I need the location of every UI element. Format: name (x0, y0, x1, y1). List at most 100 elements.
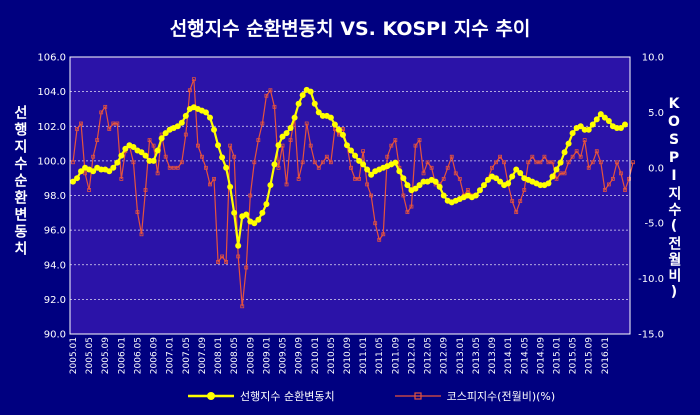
series-point-leading-index (617, 124, 624, 131)
x-tick-label: 2014.05 (520, 337, 530, 374)
x-tick-label: 2005.05 (85, 337, 95, 374)
series-point-leading-index (585, 126, 592, 133)
x-tick-label: 2014.09 (536, 337, 546, 374)
y-tick-label-left: 98.0 (44, 191, 66, 202)
series-point-leading-index (106, 168, 113, 175)
series-point-kospi (606, 182, 611, 187)
series-point-leading-index (335, 126, 342, 133)
series-point-kospi (405, 210, 410, 215)
x-tick-label: 2011.05 (375, 337, 385, 374)
series-point-leading-index (497, 178, 504, 185)
series-point-leading-index (130, 144, 137, 151)
series-point-leading-index (622, 121, 628, 128)
series-point-kospi (550, 160, 555, 165)
series-point-kospi (534, 160, 539, 165)
series-point-kospi (361, 149, 366, 154)
series-point-kospi (598, 160, 603, 165)
series-point-kospi (377, 237, 382, 242)
series-point-leading-index (138, 149, 145, 156)
series-point-leading-index (597, 111, 604, 118)
series-point-kospi (586, 165, 591, 170)
series-point-kospi (602, 188, 607, 192)
series-point-kospi (373, 221, 378, 226)
series-point-kospi (421, 171, 426, 176)
series-point-kospi (449, 154, 454, 159)
series-point-kospi (498, 154, 502, 159)
series-point-kospi (228, 143, 233, 148)
series-point-leading-index (202, 109, 209, 116)
series-point-kospi (615, 160, 619, 165)
series-point-kospi (75, 127, 79, 131)
y-tick-label-left: 102.0 (37, 122, 66, 133)
y-tick-label-left: 106.0 (37, 53, 66, 64)
y-tick-label-right: 0.0 (648, 163, 664, 174)
series-point-kospi (276, 165, 281, 170)
series-point-kospi (320, 160, 325, 165)
legend: 선행지수 순환변동치 코스피지수(전월비)(%) (188, 386, 615, 406)
series-point-leading-index (178, 119, 185, 126)
series-point-kospi (171, 165, 176, 170)
legend-label-leading-index: 선행지수 순환변동치 (240, 390, 335, 403)
series-point-kospi (631, 160, 635, 165)
series-point-leading-index (513, 166, 520, 173)
series-point-kospi (71, 160, 75, 165)
series-point-kospi (494, 160, 498, 165)
x-tick-label: 2015.09 (585, 337, 595, 374)
series-point-kospi (103, 104, 108, 109)
series-point-leading-index (295, 100, 302, 107)
y-tick-label-left: 104.0 (37, 87, 66, 98)
series-point-kospi (578, 154, 583, 159)
series-point-kospi (256, 138, 261, 143)
series-point-kospi (147, 138, 152, 143)
x-tick-label: 2006.01 (117, 337, 127, 374)
series-point-kospi (312, 160, 317, 165)
series-point-leading-index (158, 135, 165, 142)
series-point-kospi (538, 160, 543, 165)
series-point-kospi (316, 165, 321, 170)
x-tick-label: 2016.01 (601, 337, 611, 374)
series-point-kospi (244, 265, 249, 270)
y-tick-label-right: -15.0 (638, 330, 664, 341)
series-point-leading-index (472, 192, 479, 199)
series-point-leading-index (215, 142, 222, 149)
series-point-kospi (143, 188, 148, 192)
series-point-leading-index (440, 192, 447, 199)
series-point-leading-index (223, 164, 230, 171)
series-point-leading-index (259, 209, 266, 216)
series-point-kospi (91, 154, 96, 159)
series-point-leading-index (517, 169, 524, 176)
x-tick-label: 2009.09 (295, 337, 305, 374)
series-point-kospi (357, 176, 361, 181)
series-point-leading-index (565, 140, 572, 147)
series-point-leading-index (569, 130, 576, 137)
series-point-kospi (204, 165, 208, 170)
series-point-kospi (349, 165, 353, 170)
x-tick-label: 2008.01 (214, 337, 224, 374)
series-point-kospi (510, 199, 515, 203)
series-point-kospi (99, 110, 104, 115)
series-point-leading-index (150, 157, 157, 164)
series-point-leading-index (231, 209, 238, 216)
y-tick-label-left: 90.0 (44, 330, 66, 341)
series-point-kospi (308, 143, 313, 148)
series-point-kospi (95, 138, 100, 143)
x-tick-label: 2011.09 (391, 337, 401, 374)
series-point-leading-index (162, 130, 169, 137)
series-point-kospi (191, 77, 196, 82)
series-point-kospi (328, 160, 333, 165)
series-point-kospi (232, 154, 237, 159)
series-point-leading-index (392, 159, 399, 166)
series-point-kospi (135, 210, 140, 215)
series-point-kospi (445, 165, 450, 170)
x-tick-label: 2014.01 (504, 337, 514, 374)
series-point-leading-index (432, 178, 439, 185)
legend-swatch-leading-index (188, 392, 234, 400)
series-point-leading-index (174, 123, 181, 130)
series-point-kospi (582, 138, 587, 143)
series-point-kospi (284, 182, 289, 187)
series-point-leading-index (476, 187, 483, 194)
series-point-leading-index (307, 88, 314, 95)
series-point-kospi (365, 182, 370, 187)
x-tick-label: 2006.09 (150, 337, 160, 374)
